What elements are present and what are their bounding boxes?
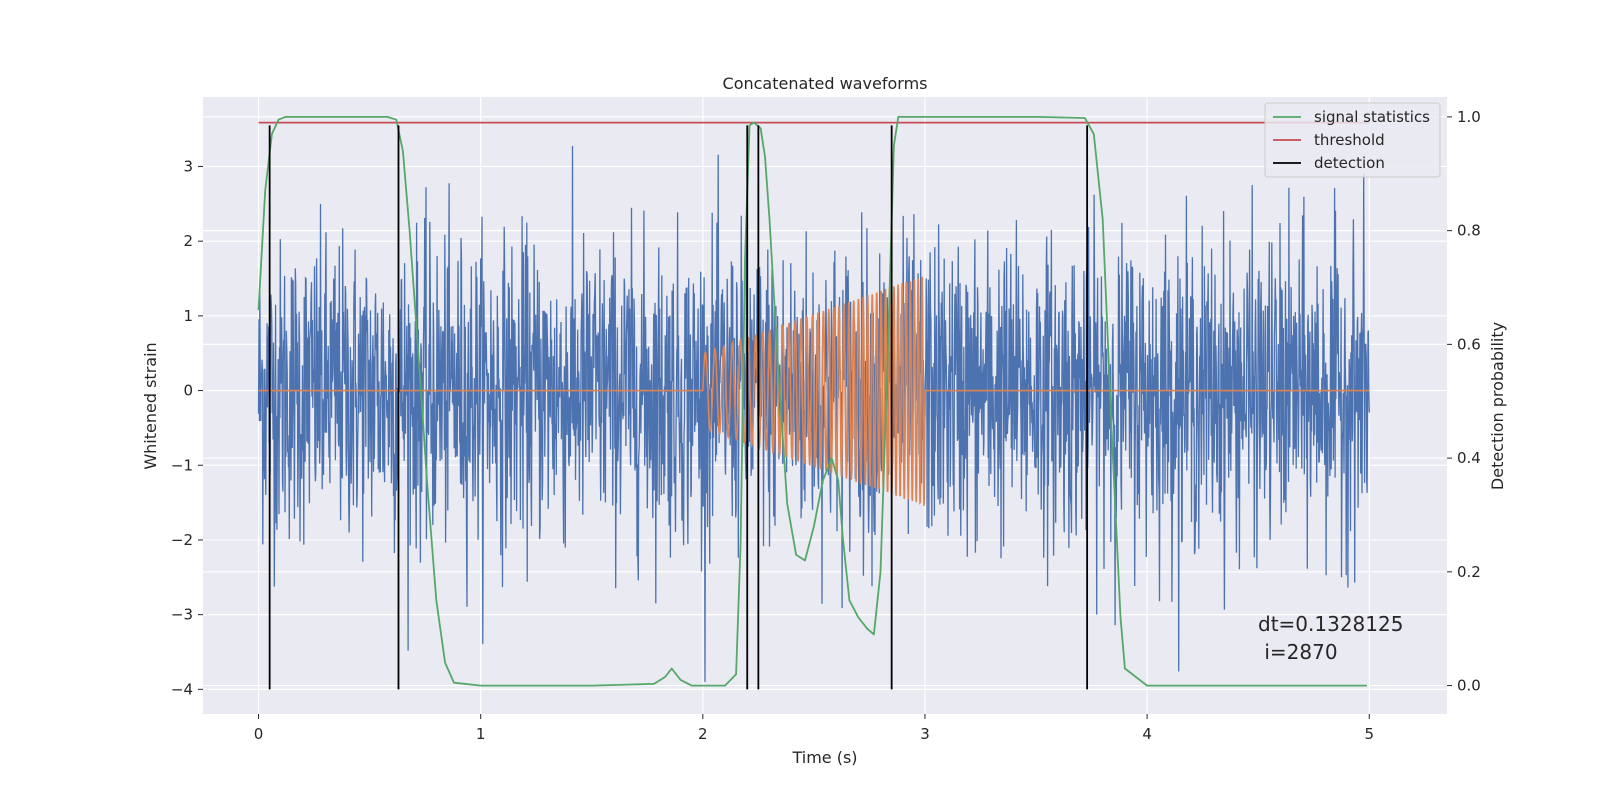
legend-frame bbox=[1264, 102, 1441, 178]
legend: signal statistics threshold detection bbox=[1264, 102, 1441, 178]
signal-statistics-line bbox=[257, 116, 1367, 687]
x-tick-label: 3 bbox=[920, 725, 930, 743]
x-tick-label: 2 bbox=[698, 725, 708, 743]
ticks: 0 1 2 3 4 5 −4 −3 −2 −1 0 1 2 3 0.0 0.2 0.4 0.6 0.8 1.0 bbox=[171, 108, 1481, 743]
y2-tick-label: 0.6 bbox=[1457, 335, 1481, 353]
y2-axis-label: Detection probability bbox=[1488, 322, 1507, 490]
y2-tick-label: 0.8 bbox=[1457, 222, 1481, 240]
template-waveform-line bbox=[258, 276, 1370, 506]
annotation-index: i=2870 bbox=[1258, 640, 1338, 664]
annotation-dt: dt=0.1328125 bbox=[1258, 612, 1403, 636]
legend-label-threshold: threshold bbox=[1314, 131, 1385, 149]
y2-tick-label: 0.2 bbox=[1457, 563, 1481, 581]
y-tick-label: 0 bbox=[183, 382, 193, 400]
x-axis-label: Time (s) bbox=[791, 748, 857, 767]
y-tick-label: −2 bbox=[171, 531, 193, 549]
y-axis-label: Whitened strain bbox=[141, 342, 160, 469]
chart-title: Concatenated waveforms bbox=[723, 74, 928, 93]
y-tick-label: −4 bbox=[171, 680, 193, 698]
legend-label-detection: detection bbox=[1314, 154, 1385, 172]
plot-area bbox=[257, 116, 1370, 690]
x-tick-label: 5 bbox=[1364, 725, 1374, 743]
y2-tick-label: 0.0 bbox=[1457, 677, 1481, 695]
y-tick-label: 1 bbox=[183, 307, 193, 325]
y-tick-label: 2 bbox=[183, 232, 193, 250]
x-tick-label: 4 bbox=[1142, 725, 1152, 743]
x-tick-label: 0 bbox=[254, 725, 264, 743]
y-tick-label: −1 bbox=[171, 456, 193, 474]
y2-tick-label: 1.0 bbox=[1457, 108, 1481, 126]
y2-tick-label: 0.4 bbox=[1457, 449, 1481, 467]
y-tick-label: 3 bbox=[183, 157, 193, 175]
legend-label-signal-statistics: signal statistics bbox=[1314, 108, 1430, 126]
y-tick-label: −3 bbox=[171, 606, 193, 624]
x-tick-label: 1 bbox=[476, 725, 486, 743]
